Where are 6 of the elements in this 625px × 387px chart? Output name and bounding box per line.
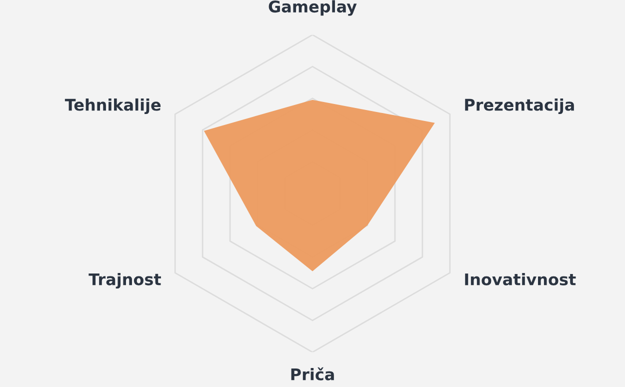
spoke-label: Tehnikalije — [64, 98, 161, 114]
spoke-label: Prezentacija — [465, 98, 574, 114]
spoke-label: Inovativnost — [465, 273, 576, 286]
spoke-label: Gameplay — [268, 0, 357, 16]
spoke-label: Trajnost — [88, 272, 161, 289]
spoke-label: Priča — [291, 367, 334, 380]
